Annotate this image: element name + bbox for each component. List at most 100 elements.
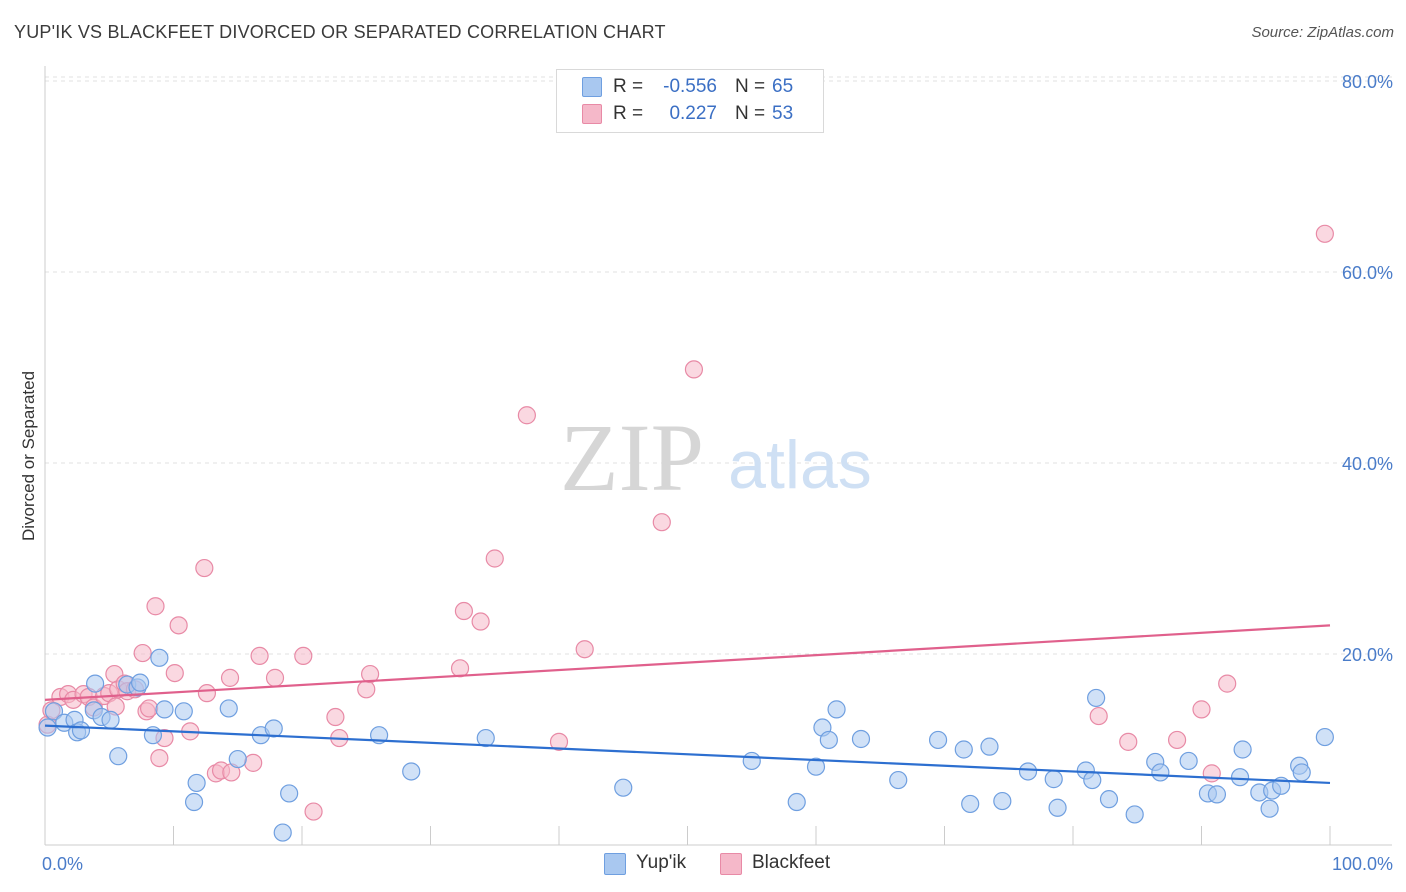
yupik-point xyxy=(1083,770,1102,790)
yupik-point xyxy=(101,710,120,729)
blackfeet-point xyxy=(250,646,269,666)
legend-n-value-blackfeet: 53 xyxy=(772,103,794,124)
yupik-point xyxy=(174,702,193,721)
legend-row-blackfeet: R = 0.227 N = 53 xyxy=(557,101,823,128)
blackfeet-point xyxy=(684,360,704,379)
blackfeet-point xyxy=(575,640,594,659)
legend-r-value-yupik: -0.556 xyxy=(663,76,717,97)
blackfeet-point xyxy=(139,699,159,718)
y-tick-label: 40.0% xyxy=(1342,454,1393,474)
yupik-point xyxy=(228,749,247,769)
blackfeet-point xyxy=(471,612,490,631)
yupik-point xyxy=(264,719,283,738)
blackfeet-point xyxy=(165,663,184,683)
yupik-point xyxy=(1292,763,1311,782)
legend-n-value-yupik: 65 xyxy=(772,76,794,97)
blackfeet-point xyxy=(357,680,376,699)
yupik-point xyxy=(1099,790,1119,809)
yupik-point xyxy=(280,784,299,803)
yupik-point xyxy=(819,730,838,750)
yupik-point xyxy=(806,757,826,776)
yupik-point xyxy=(827,700,846,719)
yupik-point xyxy=(1125,805,1144,824)
blackfeet-point xyxy=(450,659,470,678)
legend: R = -0.556 N = 65 R = 0.227 N = 53 xyxy=(556,69,824,133)
blackfeet-point xyxy=(361,664,380,684)
watermark-atlas: atlas xyxy=(728,427,872,503)
blackfeet-point xyxy=(133,643,152,663)
y-tick-label: 60.0% xyxy=(1342,263,1393,283)
yupik-point xyxy=(86,674,105,693)
yupik-point xyxy=(273,823,292,842)
blackfeet-point xyxy=(652,513,671,532)
blackfeet-point xyxy=(197,684,217,703)
yupik-legend-swatch xyxy=(604,853,626,875)
x-tick-label: 0.0% xyxy=(42,854,83,874)
trend-lines xyxy=(44,624,1331,785)
blackfeet-point xyxy=(294,646,313,666)
yupik-point xyxy=(961,794,980,814)
yupik-point xyxy=(38,718,57,737)
blackfeet-point xyxy=(485,549,504,568)
yupik-point xyxy=(1233,740,1252,759)
yupik-point xyxy=(109,747,128,766)
blackfeet-point xyxy=(1202,764,1221,783)
blackfeet-point xyxy=(146,597,165,616)
tick-labels: 20.0% 40.0% 60.0% 80.0% 0.0% 100.0% xyxy=(42,72,1393,874)
blackfeet-point xyxy=(195,558,214,578)
blackfeet-point xyxy=(244,753,263,772)
blackfeet-point xyxy=(549,732,569,751)
yupik-point xyxy=(155,700,174,719)
source-label: Source: ZipAtlas.com xyxy=(1251,24,1394,41)
yupik-trend-line xyxy=(44,724,1331,785)
x-tick-label: 100.0% xyxy=(1332,854,1393,874)
grid-lines xyxy=(45,76,1392,655)
legend-r-label: R = xyxy=(613,103,644,124)
yupik-point xyxy=(980,737,999,756)
yupik-point xyxy=(1018,762,1038,781)
blackfeet-point xyxy=(304,802,323,821)
yupik-point xyxy=(1044,770,1063,789)
yupik-point xyxy=(1087,688,1106,708)
blackfeet-point xyxy=(454,601,474,621)
yupik-point xyxy=(71,721,91,740)
blackfeet-legend-label: Blackfeet xyxy=(752,852,831,873)
yupik-point xyxy=(1179,751,1198,771)
blackfeet-legend-swatch xyxy=(720,853,742,875)
blackfeet-point xyxy=(265,668,285,687)
y-tick-label: 20.0% xyxy=(1342,645,1393,665)
y-axis-label: Divorced or Separated xyxy=(19,371,38,541)
yupik-point xyxy=(614,778,633,797)
yupik-point xyxy=(44,702,64,721)
yupik-point xyxy=(150,648,169,667)
yupik-point xyxy=(130,673,150,692)
blackfeet-swatch xyxy=(582,104,602,124)
yupik-point xyxy=(1315,727,1334,747)
blackfeet-point xyxy=(1192,700,1211,719)
yupik-legend-label: Yup'ik xyxy=(636,852,687,873)
yupik-point xyxy=(476,728,495,748)
blackfeet-point xyxy=(150,748,169,768)
yupik-point xyxy=(1048,798,1067,817)
blackfeet-trend-line xyxy=(44,624,1331,701)
axes xyxy=(44,66,1392,846)
y-tick-label: 80.0% xyxy=(1342,72,1393,92)
blackfeet-point xyxy=(169,616,188,635)
blackfeet-point xyxy=(326,707,345,727)
watermark-zip: ZIP xyxy=(560,404,704,511)
yupik-point xyxy=(1230,768,1250,787)
blackfeet-point xyxy=(1218,674,1237,693)
yupik-point xyxy=(928,730,948,750)
chart-title: YUP'IK VS BLACKFEET DIVORCED OR SEPARATE… xyxy=(14,22,666,42)
yupik-point xyxy=(1151,763,1170,782)
blackfeet-point xyxy=(1315,224,1334,243)
yupik-swatch xyxy=(582,77,602,97)
legend-r-value-blackfeet: 0.227 xyxy=(669,103,717,124)
legend-r-label: R = xyxy=(613,76,644,97)
blackfeet-point xyxy=(517,406,536,425)
blackfeet-point xyxy=(1089,706,1108,726)
yupik-point xyxy=(402,762,421,781)
watermark: ZIP atlas xyxy=(560,404,872,511)
legend-n-label: N = xyxy=(735,76,766,97)
